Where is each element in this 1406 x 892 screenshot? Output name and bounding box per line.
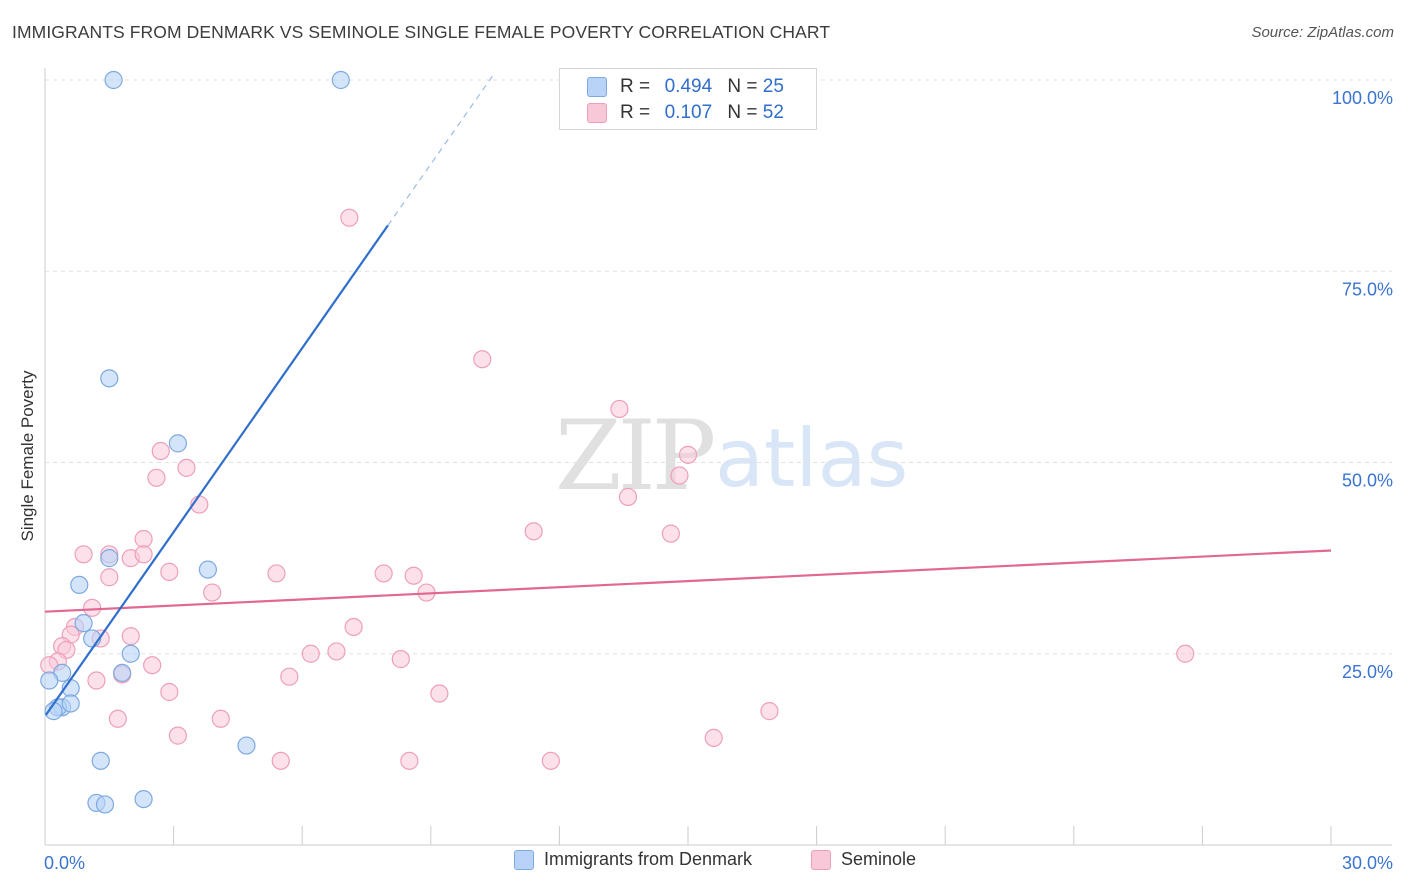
- denmark-point: [104, 70, 123, 90]
- denmark-point: [198, 560, 217, 579]
- tick-labels: 25.0% 50.0% 75.0% 100.0% 0.0% 30.0%: [44, 88, 1393, 873]
- denmark-point: [237, 736, 256, 755]
- seminole-point: [151, 441, 170, 461]
- seminole-point: [134, 545, 153, 564]
- seminole-point: [473, 350, 492, 369]
- denmark-point: [70, 575, 89, 595]
- seminole-point: [271, 751, 290, 770]
- seminole-point: [87, 671, 106, 690]
- r-value: 0.107: [664, 102, 713, 123]
- seminole-point: [74, 545, 93, 564]
- legend-label-seminole: Seminole: [841, 849, 917, 869]
- denmark-point: [100, 369, 119, 388]
- seminole-point: [670, 466, 689, 485]
- denmark-points: [40, 70, 350, 814]
- seminole-swatch: [587, 103, 607, 123]
- r-label: R =: [620, 76, 651, 97]
- seminole-point: [100, 568, 119, 587]
- y-tick-label: 25.0%: [1342, 662, 1393, 682]
- denmark-swatch: [587, 77, 607, 97]
- gridlines: [45, 79, 1392, 655]
- chart-source: Source: ZipAtlas.com: [1251, 24, 1394, 41]
- seminole-point: [134, 529, 153, 549]
- n-label: N =: [727, 102, 758, 123]
- seminole-point: [760, 702, 779, 721]
- legend-item-denmark[interactable]: Immigrants from Denmark: [514, 849, 752, 870]
- denmark-point: [168, 434, 187, 453]
- seminole-point: [211, 709, 230, 728]
- seminole-point: [524, 522, 543, 541]
- seminole-point: [391, 650, 410, 669]
- chart-title: IMMIGRANTS FROM DENMARK VS SEMINOLE SING…: [12, 22, 831, 42]
- seminole-point: [203, 583, 222, 602]
- seminole-point: [301, 644, 320, 663]
- seminole-point: [704, 728, 723, 748]
- legend-row-seminole: R = 0.107 N = 52: [560, 100, 784, 126]
- seminole-point: [160, 682, 179, 702]
- n-label: N =: [727, 76, 758, 97]
- seminole-point: [400, 751, 419, 770]
- trendlines: [44, 72, 1332, 716]
- seminole-point: [177, 458, 196, 477]
- seminole-point: [327, 642, 346, 661]
- seminole-point: [374, 564, 393, 583]
- seminole-point: [404, 566, 423, 585]
- denmark-point: [113, 663, 132, 682]
- seminole-points: [40, 208, 1195, 770]
- denmark-point: [331, 70, 350, 90]
- denmark-point: [134, 789, 153, 809]
- y-tick-label: 75.0%: [1342, 279, 1393, 299]
- denmark-point: [91, 751, 110, 770]
- seminole-point: [430, 684, 449, 703]
- r-label: R =: [620, 102, 651, 123]
- seminole-point: [147, 468, 166, 487]
- series-legend: Immigrants from Denmark Seminole: [0, 849, 1406, 879]
- seminole-point: [160, 562, 179, 581]
- axes: [44, 68, 1392, 846]
- seminole-point: [83, 598, 102, 617]
- seminole-point: [618, 487, 638, 507]
- x-tick-label: 0.0%: [44, 853, 85, 873]
- seminole-point: [1176, 644, 1195, 663]
- n-value: 25: [762, 76, 784, 97]
- seminole-point: [340, 208, 359, 227]
- seminole-point: [168, 726, 187, 745]
- denmark-point: [95, 795, 115, 814]
- legend-item-seminole[interactable]: Seminole: [811, 849, 916, 870]
- legend-row-denmark: R = 0.494 N = 25: [560, 74, 784, 100]
- y-tick-label: 100.0%: [1332, 88, 1393, 108]
- denmark-legend-swatch: [514, 849, 534, 870]
- seminole-point: [267, 564, 286, 583]
- seminole-point: [610, 399, 629, 419]
- denmark-trendline-extension: [387, 72, 496, 226]
- y-axis-label: Single Female Poverty: [18, 370, 37, 542]
- y-tick-label: 50.0%: [1342, 471, 1393, 491]
- seminole-point: [143, 656, 162, 675]
- denmark-point: [61, 694, 80, 713]
- r-value: 0.494: [664, 76, 713, 97]
- seminole-point: [108, 709, 127, 728]
- legend-label-denmark: Immigrants from Denmark: [544, 849, 753, 869]
- denmark-trendline: [44, 224, 389, 716]
- denmark-point: [74, 614, 93, 633]
- seminole-point: [678, 445, 698, 464]
- denmark-point: [40, 671, 59, 690]
- seminole-point: [344, 617, 363, 637]
- correlation-legend: R = 0.494 N = 25 R = 0.107 N = 52: [559, 68, 817, 130]
- denmark-point: [100, 549, 119, 568]
- denmark-point: [121, 644, 140, 663]
- n-value: 52: [762, 102, 784, 123]
- x-tick-label: 30.0%: [1342, 853, 1393, 873]
- seminole-point: [541, 751, 560, 770]
- seminole-point: [661, 524, 680, 543]
- seminole-point: [121, 627, 140, 646]
- seminole-trendline: [44, 549, 1332, 613]
- seminole-legend-swatch: [811, 849, 831, 870]
- watermark-atlas: atlas: [715, 412, 909, 505]
- seminole-point: [280, 667, 299, 686]
